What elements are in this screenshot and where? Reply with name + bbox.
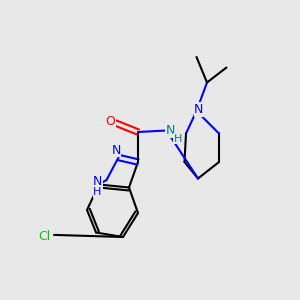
Text: O: O — [105, 115, 115, 128]
Text: N: N — [111, 143, 121, 157]
Text: H: H — [174, 134, 182, 144]
Text: N: N — [165, 124, 175, 137]
Text: N: N — [194, 103, 204, 116]
Text: H: H — [93, 187, 102, 197]
Text: N: N — [93, 175, 102, 188]
Text: Cl: Cl — [38, 230, 50, 244]
